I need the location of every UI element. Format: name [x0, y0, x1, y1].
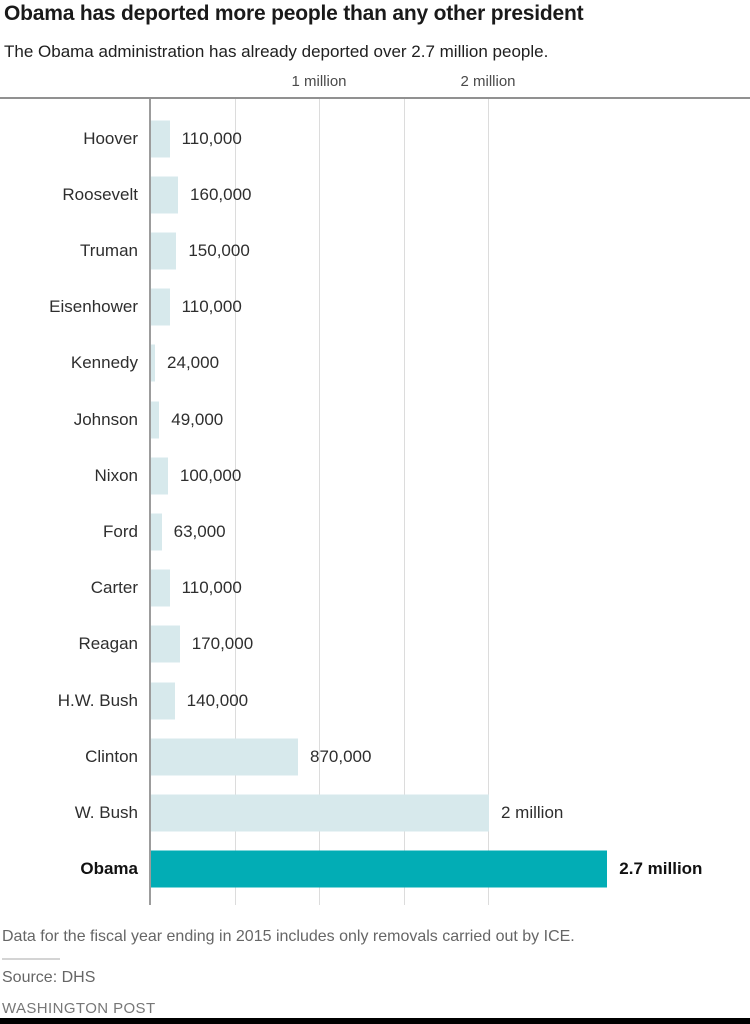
bar-label-hoover: Hoover — [83, 128, 138, 148]
bar-row-clinton: Clinton 870,000 — [0, 729, 750, 785]
bar-row-ford: Ford 63,000 — [0, 504, 750, 560]
bar-label-carter: Carter — [90, 578, 138, 598]
bar-ford — [151, 513, 162, 551]
bar-value-ford: 63,000 — [173, 521, 226, 541]
bar-value-roosevelt: 160,000 — [190, 184, 252, 204]
plot-area: Hoover 110,000 Roosevelt 160,000 Truman 150,0… — [0, 97, 750, 905]
bottom-bar — [0, 1018, 750, 1024]
bar-row-roosevelt: Roosevelt 160,000 — [0, 167, 750, 223]
gridline — [403, 99, 405, 905]
y-axis-line — [149, 99, 151, 905]
bar-roosevelt — [151, 176, 179, 214]
gridline — [488, 99, 489, 905]
source-divider — [2, 958, 60, 960]
bar-label-truman: Truman — [80, 240, 138, 260]
source-label: Source: DHS — [2, 969, 96, 986]
bar-value-w-bush: 2 million — [501, 802, 564, 822]
bar-label-w-bush: W. Bush — [74, 802, 138, 822]
bar-obama — [151, 850, 608, 888]
bar-value-clinton: 870,000 — [310, 746, 372, 766]
bar-kennedy — [151, 344, 156, 382]
bar-value-obama: 2.7 million — [619, 859, 703, 879]
bar-reagan — [151, 625, 180, 663]
bar-label-nixon: Nixon — [94, 465, 138, 485]
bar-h-w-bush — [151, 682, 175, 720]
bar-johnson — [151, 401, 160, 439]
bar-label-roosevelt: Roosevelt — [62, 184, 138, 204]
bar-carter — [151, 569, 170, 607]
bar-eisenhower — [151, 288, 170, 326]
bar-hoover — [151, 120, 170, 158]
bar-row-nixon: Nixon 100,000 — [0, 448, 750, 504]
bar-label-johnson: Johnson — [73, 409, 138, 429]
bar-value-kennedy: 24,000 — [167, 353, 220, 373]
bar-value-reagan: 170,000 — [191, 634, 254, 654]
chart-title: Obama has deported more people than any … — [4, 2, 584, 25]
bar-label-h-w-bush: H.W. Bush — [57, 690, 138, 710]
chart-subtitle: The Obama administration has already dep… — [4, 42, 549, 61]
bar-row-w-bush: W. Bush 2 million — [0, 785, 750, 841]
bar-row-hoover: Hoover 110,000 — [0, 111, 750, 167]
footnote: Data for the fiscal year ending in 2015 … — [2, 928, 575, 945]
bar-truman — [151, 232, 177, 270]
gridline — [319, 99, 320, 905]
axis-tick-label-2-million: 2 million — [460, 73, 516, 90]
bar-nixon — [151, 457, 168, 495]
bar-row-kennedy: Kennedy 24,000 — [0, 335, 750, 391]
bar-label-kennedy: Kennedy — [70, 353, 138, 373]
bar-value-eisenhower: 110,000 — [181, 297, 242, 317]
bar-label-clinton: Clinton — [85, 746, 138, 766]
bar-value-carter: 110,000 — [181, 578, 242, 598]
bar-row-h-w-bush: H.W. Bush 140,000 — [0, 673, 750, 729]
bar-w-bush — [151, 794, 489, 832]
axis-tick-label-1-million: 1 million — [291, 73, 347, 90]
bar-row-obama: Obama 2.7 million — [0, 841, 750, 897]
bar-row-carter: Carter 110,000 — [0, 560, 750, 616]
bar-value-hoover: 110,000 — [181, 128, 242, 148]
bar-value-nixon: 100,000 — [179, 465, 242, 485]
bar-value-h-w-bush: 140,000 — [186, 690, 249, 710]
gridline — [234, 99, 236, 905]
bar-label-obama: Obama — [80, 859, 138, 879]
bar-row-eisenhower: Eisenhower 110,000 — [0, 279, 750, 335]
bar-row-truman: Truman 150,000 — [0, 223, 750, 279]
bar-label-ford: Ford — [103, 521, 138, 541]
bar-row-reagan: Reagan 170,000 — [0, 616, 750, 672]
bar-row-johnson: Johnson 49,000 — [0, 392, 750, 448]
bar-label-eisenhower: Eisenhower — [49, 297, 138, 317]
bar-clinton — [151, 738, 299, 776]
bar-value-truman: 150,000 — [188, 240, 250, 260]
bar-value-johnson: 49,000 — [171, 409, 224, 429]
branding-washington-post: WASHINGTON POST — [2, 1000, 156, 1017]
bar-label-reagan: Reagan — [78, 634, 138, 654]
